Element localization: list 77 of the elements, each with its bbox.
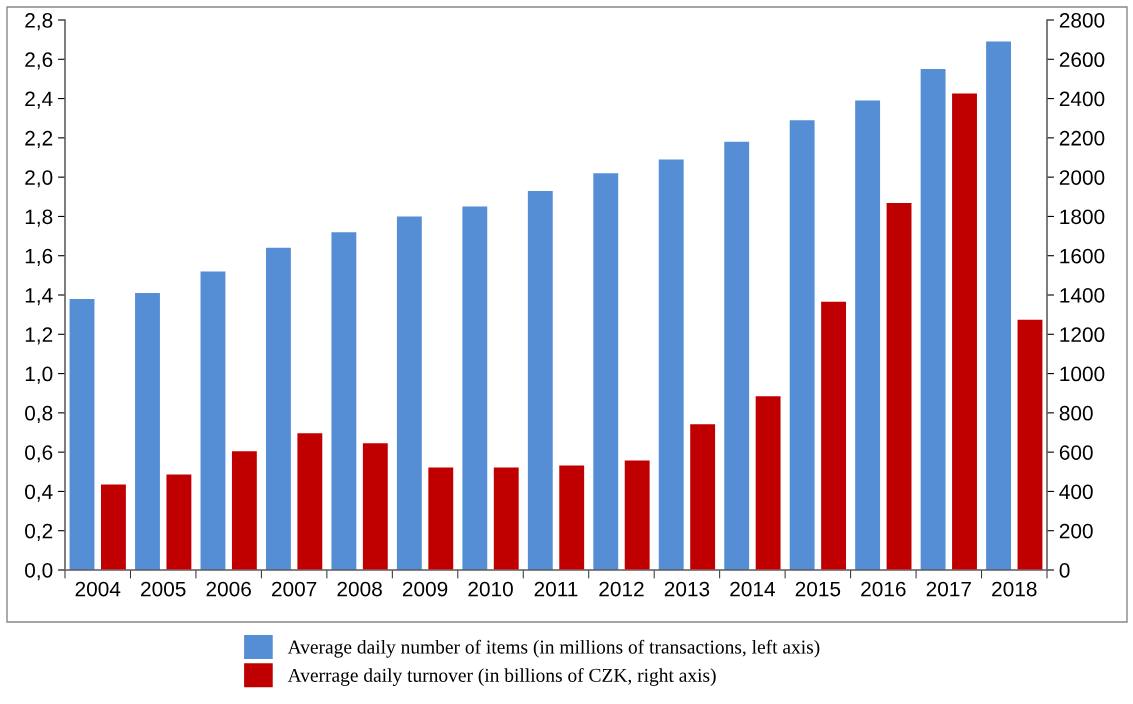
legend-label: Averrage daily turnover (in billions of CZK, right axis) (287, 668, 716, 686)
bar (166, 474, 192, 570)
y-tick-label: 0,8 (25, 405, 53, 424)
x-tick-label: 2012 (599, 581, 644, 597)
y2-tick-label: 2600 (1059, 52, 1105, 68)
bar (297, 433, 323, 570)
x-tick-label: 2017 (926, 581, 971, 597)
x-tick-label: 2004 (75, 581, 121, 597)
bar (396, 216, 422, 570)
y-tick-label: 2,2 (25, 130, 53, 149)
y2-tick-label: 1600 (1060, 248, 1105, 264)
y2-tick-label: 400 (1059, 484, 1093, 500)
x-tick-label: 2018 (992, 581, 1037, 597)
bar (1017, 319, 1043, 570)
x-tick-label: 2015 (795, 581, 841, 597)
bar (69, 298, 95, 570)
bar (200, 271, 226, 570)
y-tick-label: 2,0 (25, 170, 53, 188)
bar (493, 467, 519, 570)
y-tick-label: 2,4 (25, 91, 53, 109)
bar (690, 424, 716, 570)
x-tick-label: 2006 (206, 581, 251, 597)
y2-tick-label: 1200 (1060, 327, 1105, 343)
bar (755, 396, 781, 570)
y-tick-label: 1,0 (25, 366, 53, 384)
y-tick-label: 1,2 (25, 327, 53, 345)
x-tick-label: 2013 (664, 581, 710, 597)
y2-tick-label: 2800 (1059, 13, 1105, 28)
bar (428, 467, 454, 570)
x-tick-label: 2016 (861, 581, 906, 597)
bar (658, 159, 684, 570)
y2-tick-label: 200 (1059, 523, 1093, 539)
bar (789, 120, 815, 570)
bar (101, 484, 126, 570)
bar (624, 460, 650, 570)
bar (231, 451, 257, 570)
x-tick-label: 2014 (730, 581, 775, 597)
x-tick-label: 2005 (141, 581, 186, 597)
bar (362, 443, 388, 570)
bar (559, 465, 585, 570)
y-tick-label: 1,6 (25, 248, 53, 266)
y-tick-label: 1,8 (25, 209, 53, 227)
y2-tick-label: 2000 (1059, 170, 1105, 185)
bar (724, 141, 750, 570)
legend-label: Average daily number of items (in millions of transactions, left axis) (287, 639, 820, 658)
y-tick-label: 1,4 (25, 288, 53, 306)
y2-tick-label: 1000 (1060, 366, 1105, 382)
bar (135, 293, 160, 570)
bar (331, 232, 357, 570)
bar (821, 301, 847, 570)
y-tick-label: 0,4 (25, 484, 53, 502)
bar (462, 206, 488, 570)
x-tick-label: 2007 (272, 581, 317, 597)
x-tick-label: 2008 (337, 581, 382, 597)
y-tick-label: 0,2 (25, 523, 53, 541)
x-tick-label: 2011 (534, 581, 578, 597)
bar (265, 247, 291, 570)
bar (593, 173, 619, 570)
y2-tick-label: 1800 (1060, 209, 1105, 225)
bar (920, 69, 946, 570)
y2-tick-label: 2200 (1059, 130, 1105, 146)
bar (527, 190, 553, 570)
y-tick-label: 0,6 (25, 445, 53, 463)
y-tick-label: 2,6 (25, 52, 53, 70)
y2-tick-label: 600 (1059, 445, 1093, 460)
y2-tick-label: 0 (1059, 563, 1070, 578)
x-tick-label: 2010 (468, 581, 513, 597)
y2-tick-label: 1400 (1060, 288, 1105, 303)
bar (952, 93, 977, 570)
bar (855, 100, 881, 570)
x-tick-label: 2009 (402, 581, 448, 597)
y-tick-label: 0,0 (25, 563, 53, 581)
bar (986, 41, 1011, 570)
bar (886, 203, 912, 570)
y-tick-label: 2,8 (25, 13, 53, 31)
y2-tick-label: 2400 (1059, 91, 1105, 107)
y2-tick-label: 800 (1059, 405, 1093, 421)
